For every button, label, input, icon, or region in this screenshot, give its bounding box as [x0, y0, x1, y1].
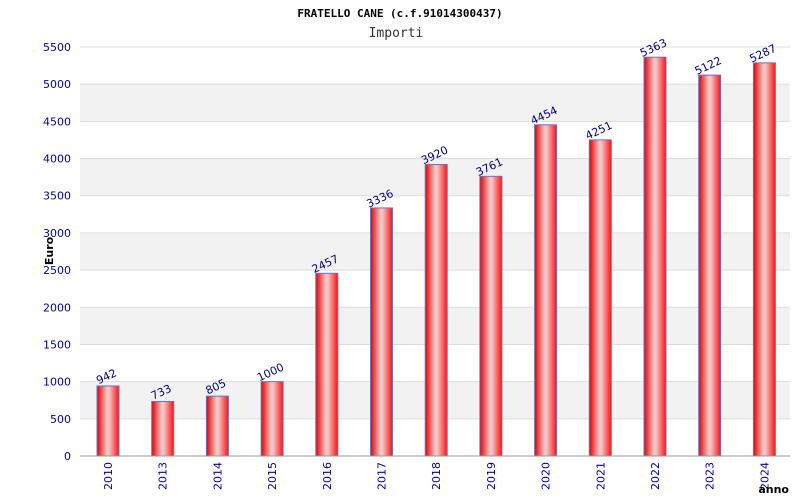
bar: [205, 395, 229, 457]
bar: [752, 62, 776, 457]
bar: [315, 272, 339, 457]
chart-subtitle: Importi: [369, 26, 424, 41]
y-axis-ticks: 0 500 1000 1500 2000 2500 3000 3500 4000 4500 5000…: [43, 41, 71, 463]
bars: [96, 56, 776, 457]
x-axis-ticks: 2010 2013 2014 2015 2016 2017 2018 2019 2020 2021…: [102, 462, 771, 490]
chart-title: FRATELLO CANE (c.f.91014300437): [297, 7, 502, 20]
data-label: 5363: [638, 36, 669, 60]
y-axis-title: Euro: [43, 236, 56, 265]
y-tick-label: 4500: [43, 115, 71, 128]
bar: [424, 163, 448, 457]
y-tick-label: 3000: [43, 227, 71, 240]
x-tick-label: 2023: [704, 462, 717, 490]
y-tick-label: 2500: [43, 264, 71, 277]
bar: [96, 385, 120, 457]
x-axis-title: anno: [758, 483, 789, 496]
x-tick-label: 2016: [321, 462, 334, 490]
bar: [588, 139, 612, 457]
data-label: 1000: [255, 361, 286, 385]
y-tick-label: 1500: [43, 338, 71, 351]
x-tick-label: 2021: [594, 462, 607, 490]
x-tick-label: 2015: [266, 462, 279, 490]
x-tick-label: 2014: [211, 462, 224, 490]
grid-band: [80, 84, 790, 122]
bar: [643, 56, 667, 457]
y-tick-label: 2000: [43, 301, 71, 314]
x-tick-label: 2017: [376, 462, 389, 490]
x-tick-label: 2018: [430, 462, 443, 490]
data-label: 5122: [693, 54, 724, 78]
bar: [151, 400, 175, 457]
x-tick-label: 2019: [485, 462, 498, 490]
y-tick-label: 5000: [43, 78, 71, 91]
bar: [260, 381, 284, 457]
y-tick-label: 5500: [43, 41, 71, 54]
y-tick-label: 3500: [43, 190, 71, 203]
data-label: 5287: [747, 42, 778, 66]
y-tick-label: 500: [50, 413, 71, 426]
bar: [370, 207, 393, 457]
x-tick-label: 2024: [758, 462, 771, 490]
y-tick-label: 0: [64, 450, 71, 463]
x-tick-label: 2013: [157, 462, 170, 490]
bar: [534, 124, 558, 457]
y-tick-label: 4000: [43, 153, 71, 166]
y-tick-label: 1000: [43, 376, 71, 389]
x-tick-label: 2020: [540, 462, 553, 490]
data-label: 4251: [583, 119, 614, 143]
x-tick-label: 2010: [102, 462, 115, 490]
bar: [479, 175, 503, 457]
x-tick-label: 2022: [649, 462, 662, 490]
bar: [698, 74, 722, 457]
